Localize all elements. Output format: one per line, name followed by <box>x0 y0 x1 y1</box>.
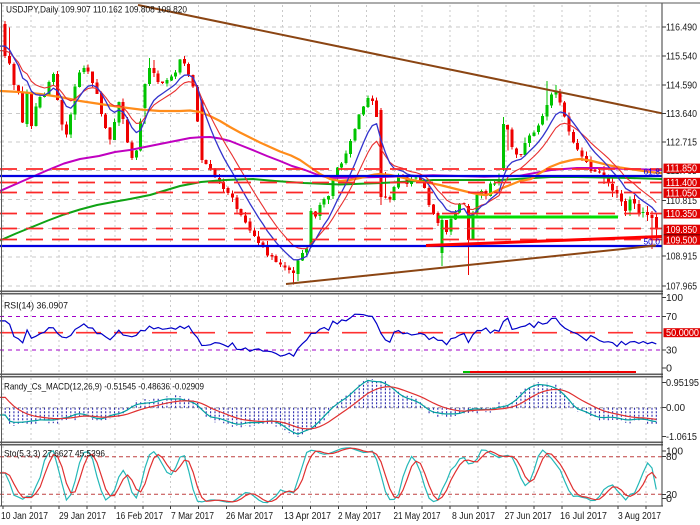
svg-text:RSI(14) 36.0907: RSI(14) 36.0907 <box>4 301 68 312</box>
svg-text:29 Jan 2017: 29 Jan 2017 <box>59 511 106 522</box>
svg-text:111.050: 111.050 <box>666 189 697 200</box>
svg-text:116.490: 116.490 <box>666 23 697 34</box>
svg-text:80: 80 <box>666 452 677 463</box>
svg-text:0: 0 <box>666 494 672 505</box>
svg-text:Randy_Cs_MACD(12,26,9) -0.5154: Randy_Cs_MACD(12,26,9) -0.51545 -0.48636… <box>4 382 204 393</box>
svg-text:61.8: 61.8 <box>643 167 660 177</box>
svg-text:0.00: 0.00 <box>666 403 685 414</box>
svg-text:109.850: 109.850 <box>666 225 697 236</box>
svg-text:50.0: 50.0 <box>643 237 660 247</box>
svg-text:16 Jul 2017: 16 Jul 2017 <box>560 511 607 522</box>
svg-text:20: 20 <box>666 490 677 501</box>
svg-text:110.350: 110.350 <box>666 209 697 220</box>
svg-text:8 Jun 2017: 8 Jun 2017 <box>452 511 495 522</box>
svg-text:0.95195: 0.95195 <box>666 378 699 389</box>
svg-text:109.500: 109.500 <box>666 236 697 247</box>
svg-text:2 May 2017: 2 May 2017 <box>338 511 381 522</box>
svg-text:111.850: 111.850 <box>666 164 697 175</box>
svg-text:-1.0615: -1.0615 <box>666 432 697 443</box>
svg-text:108.915: 108.915 <box>666 252 697 263</box>
svg-text:3 Aug 2017: 3 Aug 2017 <box>618 511 661 522</box>
svg-text:27 Jun 2017: 27 Jun 2017 <box>505 511 552 522</box>
svg-text:0: 0 <box>666 364 672 375</box>
svg-text:21 May 2017: 21 May 2017 <box>394 511 441 522</box>
svg-text:70: 70 <box>666 312 677 323</box>
svg-text:113.640: 113.640 <box>666 109 697 120</box>
svg-text:110.815: 110.815 <box>666 196 697 207</box>
svg-text:100: 100 <box>666 293 683 304</box>
svg-text:115.540: 115.540 <box>666 52 697 63</box>
svg-text:100: 100 <box>666 447 683 458</box>
svg-text:USDJPY,Daily 109.907 110.162: USDJPY,Daily 109.907 110.162 109.808 109… <box>6 4 187 14</box>
svg-text:50.0000: 50.0000 <box>666 328 699 339</box>
svg-text:7 Mar 2017: 7 Mar 2017 <box>171 511 214 522</box>
svg-text:26 Mar 2017: 26 Mar 2017 <box>226 511 273 522</box>
svg-text:13 Apr 2017: 13 Apr 2017 <box>284 511 331 522</box>
svg-text:107.965: 107.965 <box>666 282 697 293</box>
svg-text:114.590: 114.590 <box>666 81 697 92</box>
svg-text:112.715: 112.715 <box>666 138 697 149</box>
svg-text:10 Jan 2017: 10 Jan 2017 <box>1 511 48 522</box>
svg-text:Sto(5,3,3) 27.6627 45.5396: Sto(5,3,3) 27.6627 45.5396 <box>4 449 105 460</box>
svg-text:111.400: 111.400 <box>666 178 697 189</box>
svg-text:30: 30 <box>666 346 677 357</box>
svg-text:16 Feb 2017: 16 Feb 2017 <box>116 511 163 522</box>
